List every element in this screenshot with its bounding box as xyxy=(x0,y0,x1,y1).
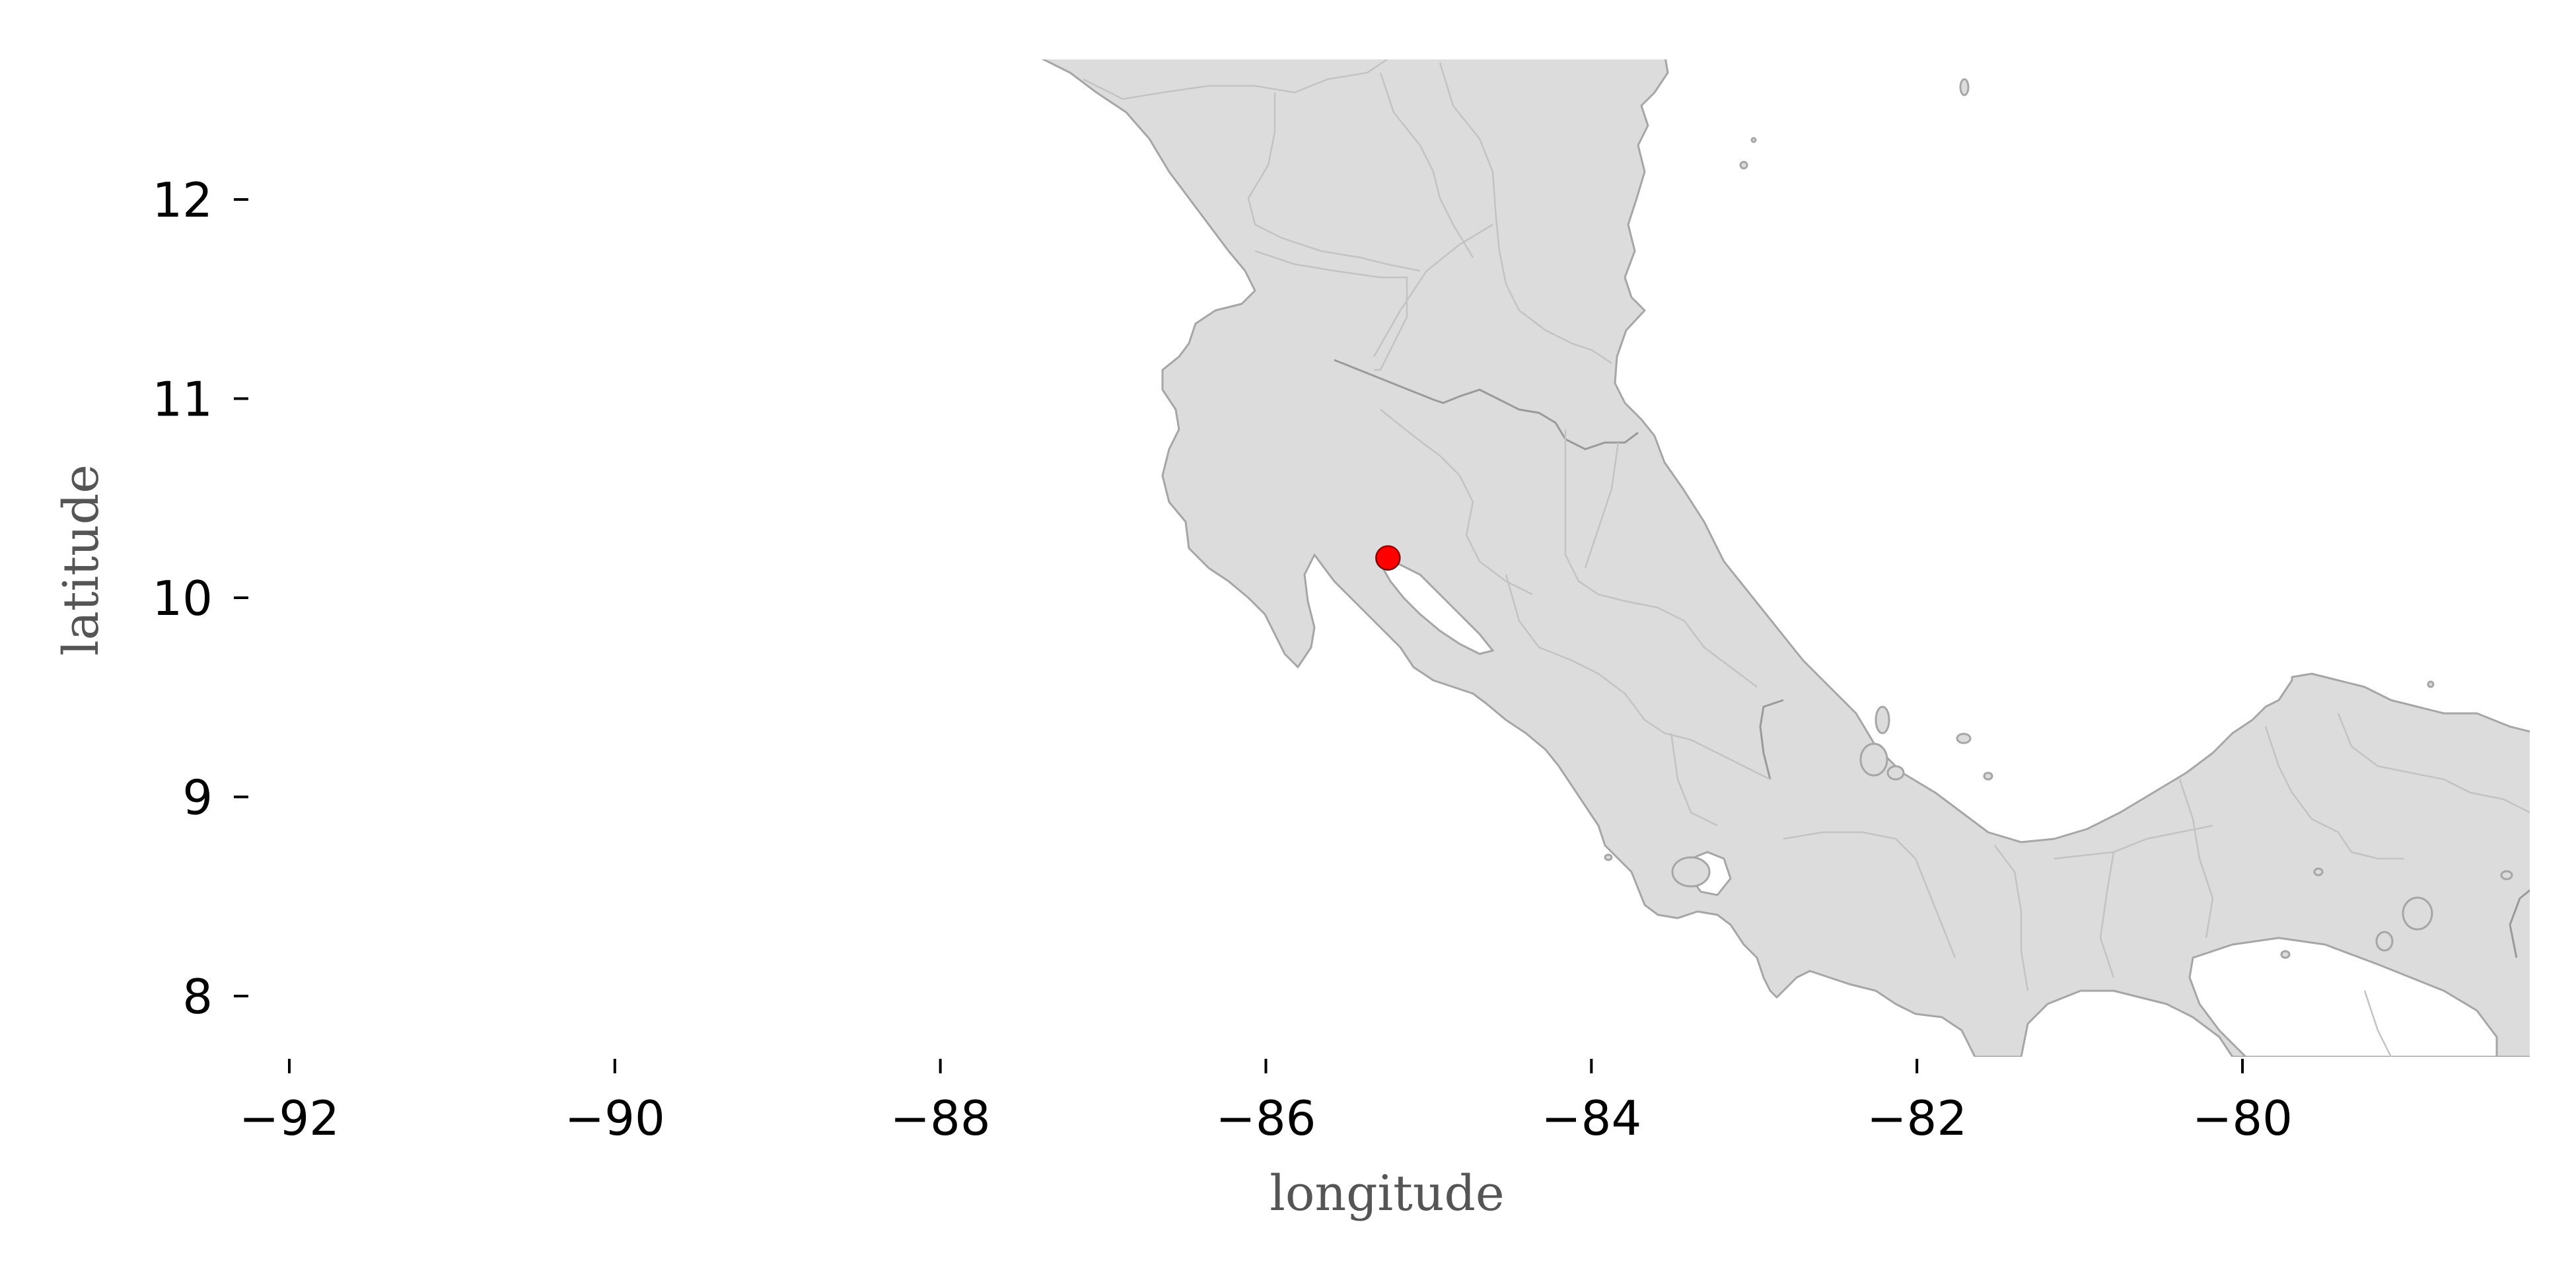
island xyxy=(1983,771,1993,781)
island xyxy=(2313,867,2324,877)
y-tick-label: 11 xyxy=(152,372,213,427)
gulf-of-nicoya xyxy=(1375,556,1495,655)
admin-boundary xyxy=(1379,72,1474,258)
admin-boundary xyxy=(1670,733,1718,827)
admin-boundary xyxy=(2054,824,2213,860)
isla-del-rey xyxy=(2402,896,2433,931)
island xyxy=(1959,78,1970,96)
location-marker[interactable] xyxy=(1375,545,1401,571)
x-axis-title: longitude xyxy=(1270,1165,1504,1222)
island xyxy=(2500,870,2513,880)
admin-boundary xyxy=(2363,990,2392,1057)
island xyxy=(2375,931,2394,952)
island xyxy=(1604,853,1613,861)
admin-boundary xyxy=(1247,92,1421,272)
x-tick-label: −90 xyxy=(565,1091,665,1146)
gulf-of-panama xyxy=(2188,937,2498,1057)
island xyxy=(1875,705,1890,734)
isla-coiba xyxy=(1671,856,1711,888)
land-layer xyxy=(1041,59,2530,1057)
x-tick-label: −86 xyxy=(1216,1091,1316,1146)
admin-boundary xyxy=(1505,574,1771,781)
admin-boundary xyxy=(1584,442,1620,569)
admin-boundary xyxy=(1083,59,1388,100)
island xyxy=(1886,765,1905,781)
y-tick-label: 8 xyxy=(182,969,213,1024)
admin-boundary xyxy=(2337,713,2530,814)
y-tick-label: 10 xyxy=(152,571,213,626)
costa-rica-panama-border xyxy=(1759,699,1784,780)
central-america-landmass xyxy=(1041,59,2530,1057)
panama-colombia-border xyxy=(2509,889,2530,958)
x-tick-label: −80 xyxy=(2192,1091,2293,1146)
y-tick-label: 9 xyxy=(182,770,213,826)
island xyxy=(2427,680,2435,688)
x-tick-label: −82 xyxy=(1867,1091,1967,1146)
x-tick-label: −84 xyxy=(1541,1091,1641,1146)
island xyxy=(1750,137,1757,143)
island xyxy=(1859,742,1888,777)
nicaragua-costa-rica-border xyxy=(1334,359,1639,450)
admin-boundary xyxy=(1373,223,1493,357)
x-tick-label: −92 xyxy=(239,1091,340,1146)
admin-boundary xyxy=(1783,831,1956,958)
admin-boundary xyxy=(1254,250,1408,371)
admin-boundary xyxy=(2178,779,2214,939)
admin-boundary xyxy=(1994,845,2029,991)
admin-boundary xyxy=(1439,62,1612,365)
island xyxy=(1739,161,1748,170)
island xyxy=(1956,733,1972,744)
island xyxy=(2280,950,2291,959)
x-axis: −92 −90 −88 −86 −84 −82 −80 xyxy=(239,1059,2293,1146)
admin-boundary xyxy=(2099,851,2115,978)
y-tick-label: 12 xyxy=(152,172,213,228)
y-axis-title: latitude xyxy=(53,464,110,656)
admin-boundary xyxy=(1564,429,1758,688)
admin-boundary xyxy=(2264,726,2404,860)
admin-boundary xyxy=(1380,409,1533,596)
y-axis: 8 9 10 11 12 xyxy=(152,172,248,1024)
x-tick-label: −88 xyxy=(890,1091,991,1146)
